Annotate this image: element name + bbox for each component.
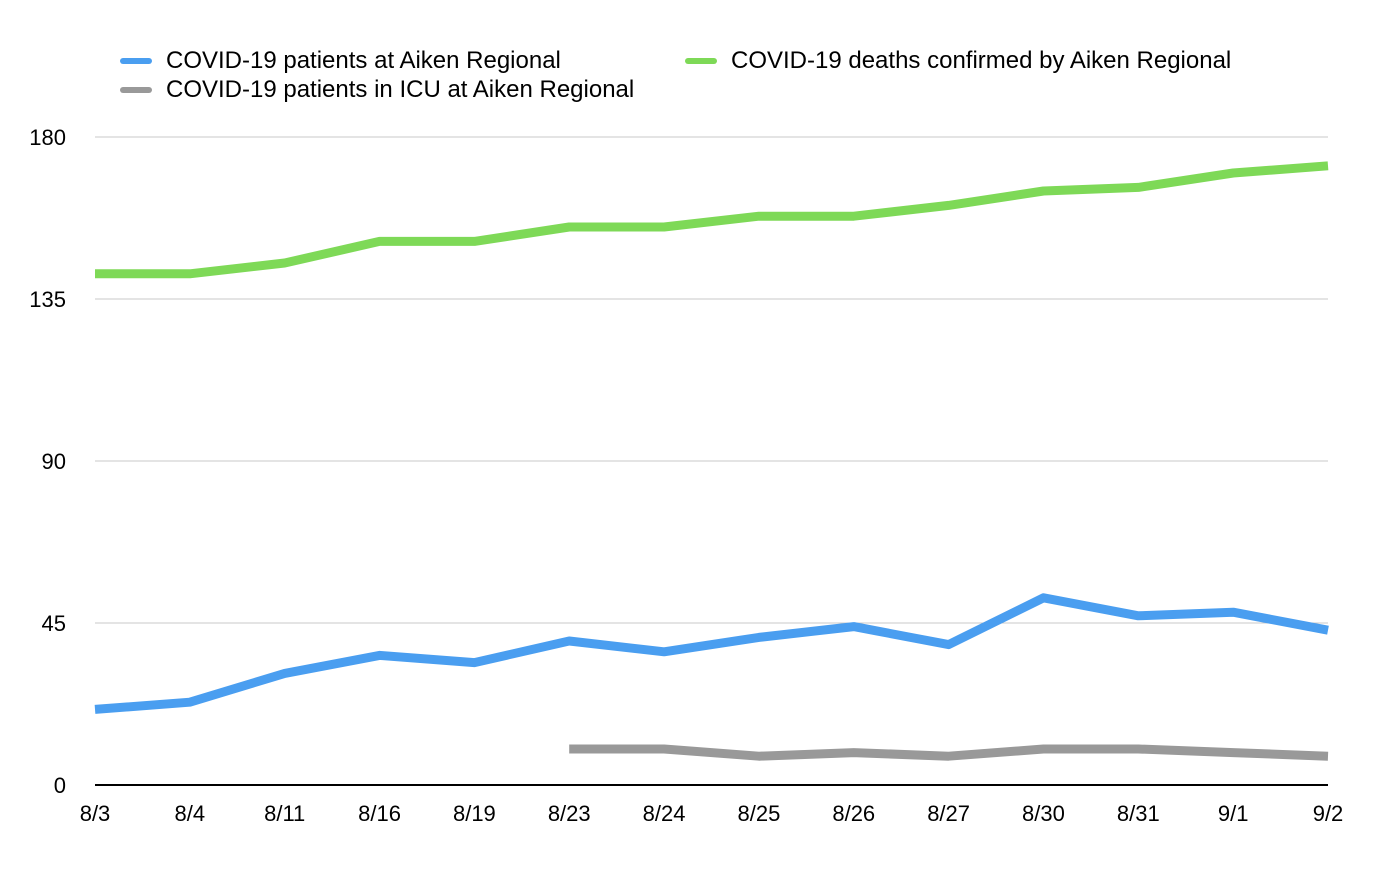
legend-item-patients: COVID-19 patients at Aiken Regional	[120, 47, 561, 75]
legend-swatch-deaths	[685, 58, 717, 64]
gridlines	[95, 136, 1328, 624]
legend-swatch-patients	[120, 58, 152, 64]
x-tick-label: 8/24	[643, 801, 686, 826]
legend-item-icu: COVID-19 patients in ICU at Aiken Region…	[120, 76, 634, 104]
series-line-0	[94, 593, 1329, 714]
legend-item-deaths: COVID-19 deaths confirmed by Aiken Regio…	[685, 47, 1231, 75]
x-tick-label: 8/16	[358, 801, 401, 826]
x-tick-label: 8/25	[738, 801, 781, 826]
x-tick-label: 9/1	[1218, 801, 1249, 826]
x-tick-label: 8/26	[832, 801, 875, 826]
y-tick-label-135: 135	[29, 287, 66, 312]
x-tick-label: 8/23	[548, 801, 591, 826]
x-tick-label: 8/4	[175, 801, 206, 826]
x-tick-label: 8/31	[1117, 801, 1160, 826]
x-tick-label: 8/11	[264, 801, 305, 826]
legend-label-patients: COVID-19 patients at Aiken Regional	[166, 47, 561, 74]
legend-label-deaths: COVID-19 deaths confirmed by Aiken Regio…	[731, 47, 1232, 74]
legend-swatch-icu	[120, 87, 152, 93]
y-tick-label-0: 0	[54, 773, 66, 798]
x-tick-label: 8/30	[1022, 801, 1065, 826]
x-tick-label: 8/19	[453, 801, 496, 826]
x-tick-label: 8/3	[80, 801, 111, 826]
chart-legend: COVID-19 patients at Aiken Regional COVI…	[0, 0, 1394, 110]
series-line-2	[569, 744, 1329, 761]
x-tick-label: 9/2	[1313, 801, 1344, 826]
x-tick-label: 8/27	[927, 801, 970, 826]
series-lines	[94, 161, 1329, 761]
series-line-1	[95, 161, 1329, 279]
legend-label-icu: COVID-19 patients in ICU at Aiken Region…	[166, 76, 635, 103]
y-tick-label-180: 180	[29, 125, 66, 150]
y-tick-label-90: 90	[42, 449, 66, 474]
tick-labels: 0 45 90 135 180 8/3 8/4 8/11 8/16 8/19 8/23 8/24 8/2…	[29, 125, 1343, 826]
y-tick-label-45: 45	[42, 611, 66, 636]
